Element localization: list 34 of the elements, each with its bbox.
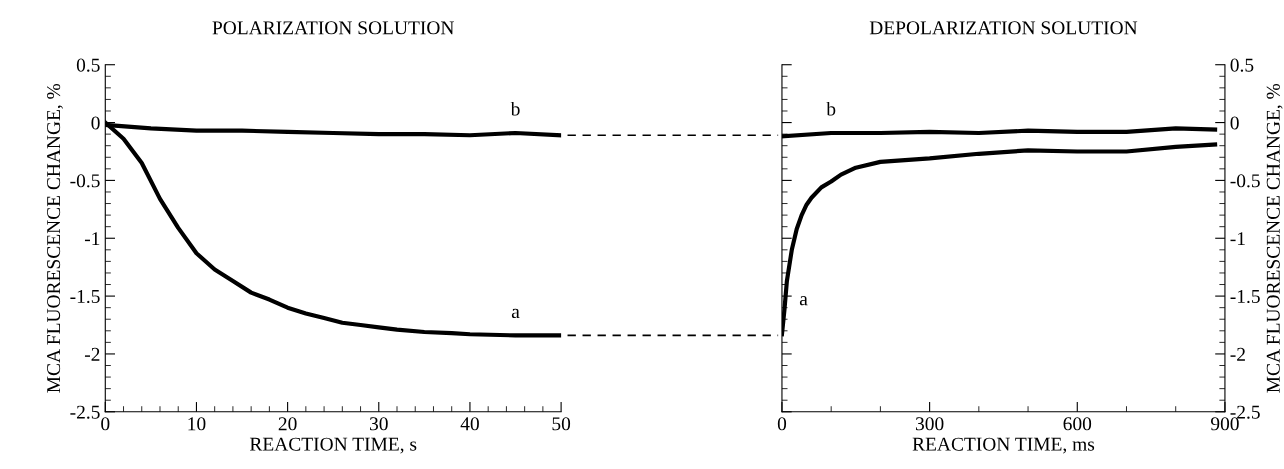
y-tick-label: -2.5	[70, 405, 100, 419]
x-tick-label: 10	[188, 417, 206, 431]
x-tick-label: 0	[101, 417, 110, 431]
y-tick-label: 0.5	[1230, 58, 1254, 72]
chart-title: DEPOLARIZATION SOLUTION	[869, 21, 1138, 35]
x-tick-label: 900	[1210, 417, 1239, 431]
x-axis-title: REACTION TIME, s	[249, 437, 417, 454]
x-axis-title: REACTION TIME, ms	[912, 437, 1095, 454]
annotation: b	[510, 101, 520, 116]
annotation: a	[511, 308, 520, 319]
annotation: b	[826, 101, 836, 116]
y-tick-label: -2	[84, 347, 100, 361]
y-axis-title: MCA FLUORESCENCE CHANGE, %	[1266, 83, 1283, 393]
chart-title: POLARIZATION SOLUTION	[212, 21, 454, 35]
y-axis-title: MCA FLUORESCENCE CHANGE, %	[47, 83, 63, 393]
y-tick-label: -0.5	[1230, 174, 1260, 188]
x-tick-label: 300	[915, 417, 944, 431]
x-tick-label: 50	[552, 417, 571, 431]
y-tick-label: -2	[1230, 347, 1245, 361]
x-tick-label: 0	[777, 417, 787, 431]
x-tick-label: 600	[1063, 417, 1092, 431]
y-tick-label: -1	[1230, 232, 1245, 245]
x-tick-label: 40	[460, 417, 479, 431]
y-tick-label: 0	[1230, 116, 1239, 130]
x-tick-label: 20	[278, 417, 297, 431]
y-tick-label: -1	[84, 232, 100, 245]
y-tick-label: 0	[91, 116, 100, 130]
y-tick-label: -1.5	[70, 290, 100, 304]
y-tick-label: -2.5	[1230, 405, 1260, 419]
x-tick-label: 30	[369, 417, 388, 431]
y-tick-label: -1.5	[1230, 290, 1260, 304]
y-tick-label: 0.5	[76, 58, 100, 72]
y-tick-label: -0.5	[70, 174, 100, 188]
annotation: a	[799, 296, 808, 306]
